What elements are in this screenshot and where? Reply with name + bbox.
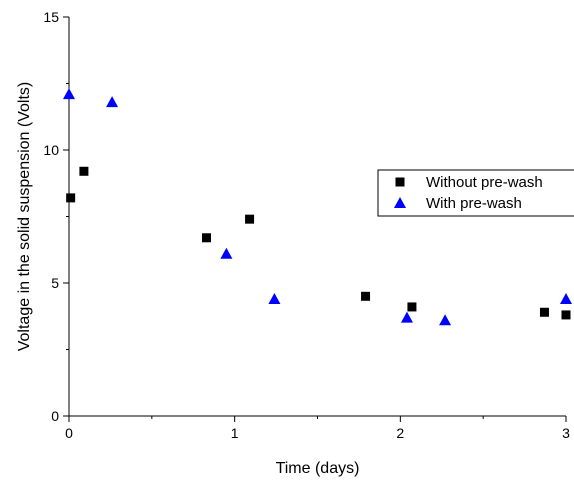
square-point	[539, 307, 549, 317]
triangle-point	[106, 96, 119, 108]
series-2	[63, 88, 572, 326]
x-tick-label: 1	[231, 425, 239, 441]
x-tick-label: 3	[562, 425, 570, 441]
triangle-point	[220, 247, 233, 259]
y-tick-label: 15	[43, 9, 59, 25]
legend: Without pre-wash With pre-wash	[377, 169, 574, 217]
y-tick-label: 10	[43, 142, 59, 158]
ticks: 0 1 2 3 0 5 10 15	[43, 9, 570, 441]
y-axis-label: Voltage in the solid suspension (Volts)	[16, 82, 33, 352]
x-tick-label: 2	[396, 425, 404, 441]
square-point	[202, 233, 212, 243]
x-axis-label: Time (days)	[276, 460, 360, 477]
data-points	[63, 88, 572, 326]
triangle-point	[560, 292, 572, 304]
square-point	[361, 291, 371, 301]
legend-marker	[394, 197, 406, 208]
square-point	[79, 166, 89, 176]
x-tick-label: 0	[65, 425, 73, 441]
square-point	[561, 310, 571, 320]
triangle-point	[439, 314, 452, 326]
triangle-point	[268, 292, 281, 304]
square-point	[407, 302, 417, 312]
legend-box	[377, 169, 574, 217]
legend-label: With pre-wash	[426, 195, 522, 212]
square-point	[245, 214, 255, 224]
square-point	[66, 193, 76, 203]
y-tick-label: 0	[51, 408, 59, 424]
triangle-point	[63, 88, 75, 100]
y-tick-label: 5	[51, 275, 59, 291]
triangle-point	[400, 311, 413, 323]
series-1	[66, 166, 571, 320]
legend-label: Without pre-wash	[426, 174, 543, 191]
legend-marker	[395, 177, 405, 187]
